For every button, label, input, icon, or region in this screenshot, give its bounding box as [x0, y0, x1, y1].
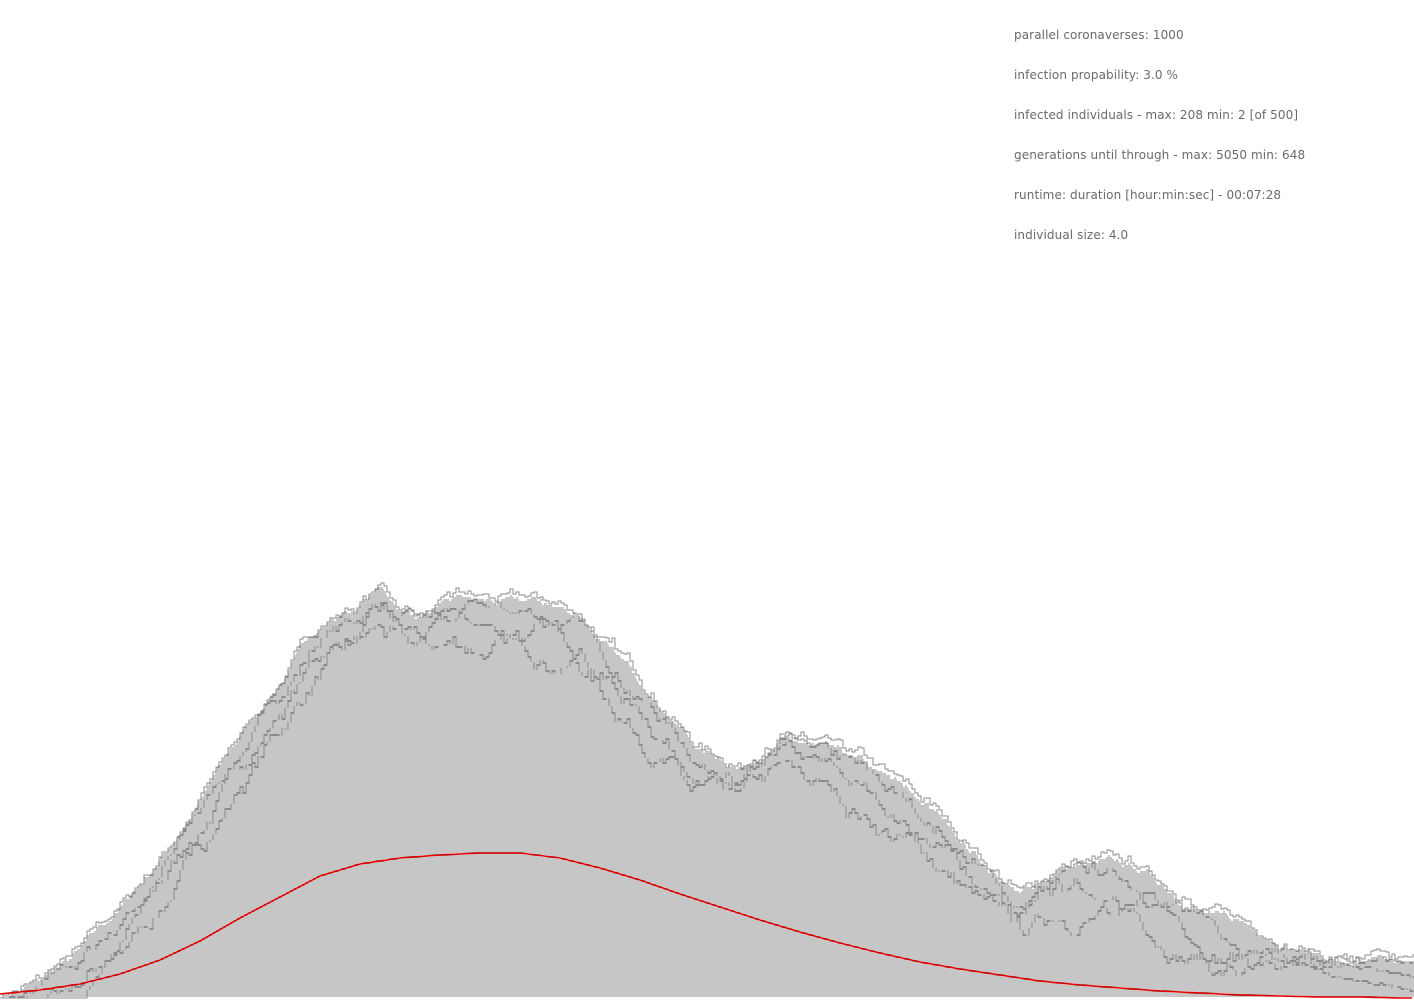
infected-individuals-label: infected individuals - max: 208 min: 2 [… [1014, 108, 1299, 122]
parallel-coronaverses-label: parallel coronaverses: 1000 [1014, 28, 1184, 42]
simulation-outline [0, 602, 1414, 999]
infection-probability-label: infection propability: 3.0 % [1014, 68, 1179, 82]
simulation-lines [0, 582, 1414, 999]
simulation-outline [0, 624, 1414, 999]
simulation-outline [0, 582, 1414, 999]
mean-curve [0, 852, 1412, 999]
mean-curve-group [0, 852, 1412, 999]
runtime-label: runtime: duration [hour:min:sec] - 00:07… [1014, 188, 1282, 202]
individual-size-label: individual size: 4.0 [1014, 228, 1129, 242]
info-panel: parallel coronaverses: 1000 infection pr… [1014, 28, 1404, 268]
generations-label: generations until through - max: 5050 mi… [1014, 148, 1306, 162]
